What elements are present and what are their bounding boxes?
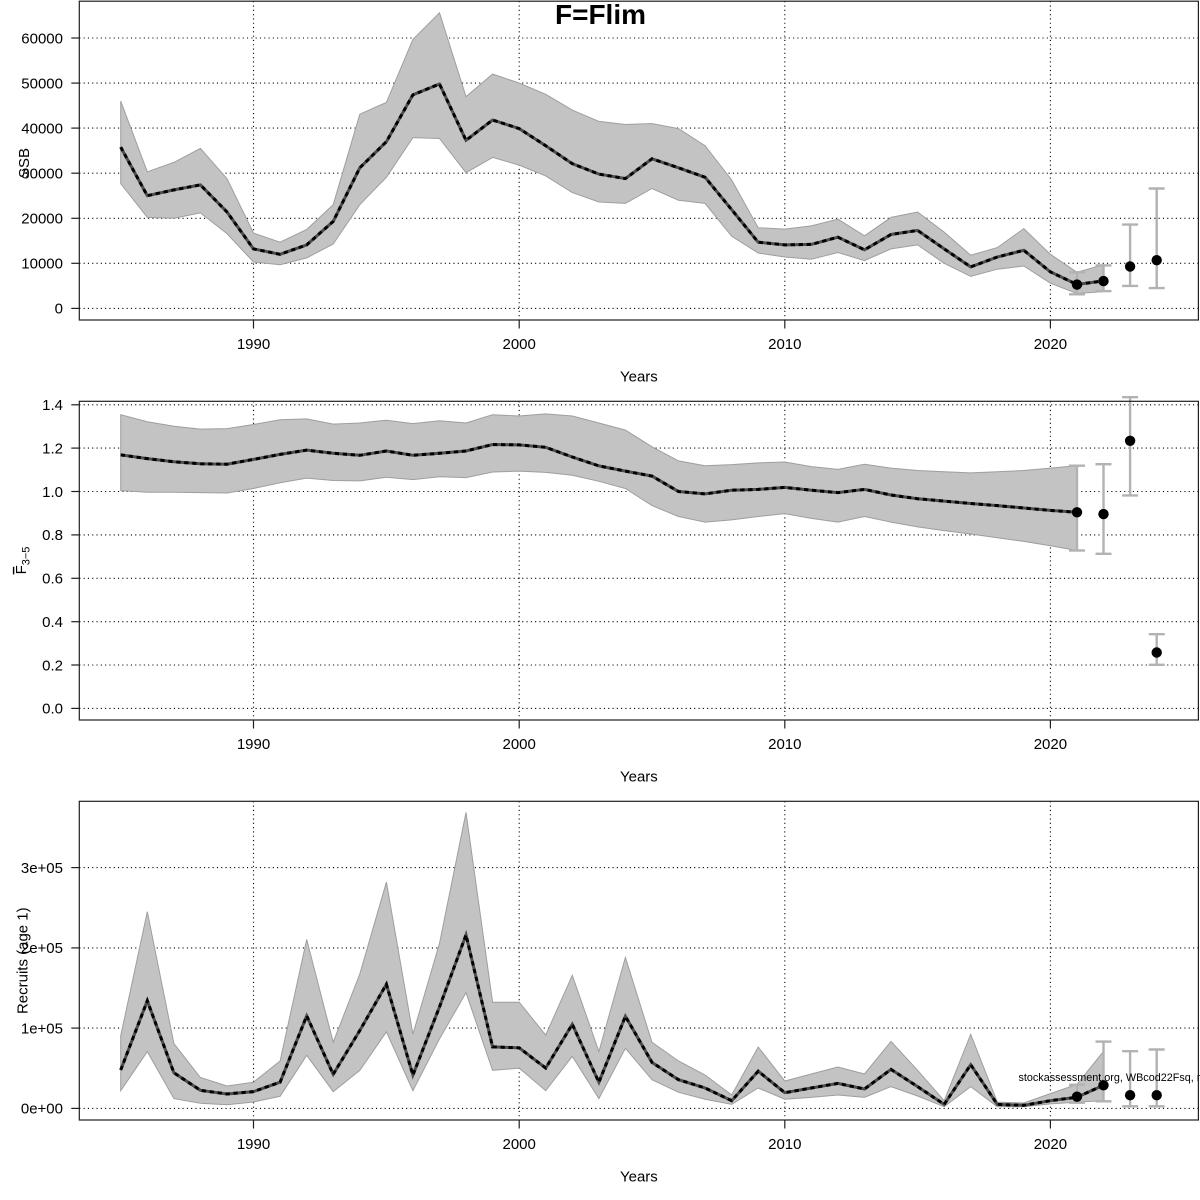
svg-text:2e+05: 2e+05 [21,940,63,957]
svg-text:SSB: SSB [16,148,33,178]
svg-text:2020: 2020 [1034,1136,1067,1153]
svg-text:30000: 30000 [21,166,63,183]
svg-text:2000: 2000 [503,736,536,753]
svg-text:1990: 1990 [237,1136,270,1153]
svg-text:stockassessment.org, WBcod22Fs: stockassessment.org, WBcod22Fsq, run [1019,1072,1200,1084]
svg-text:0.4: 0.4 [42,614,63,631]
svg-text:20000: 20000 [21,211,63,228]
svg-text:2020: 2020 [1034,736,1067,753]
svg-text:1e+05: 1e+05 [21,1020,63,1037]
svg-text:2000: 2000 [503,1136,536,1153]
svg-text:0.2: 0.2 [42,657,63,674]
svg-text:F=Flim: F=Flim [555,0,646,30]
svg-text:0e+00: 0e+00 [21,1101,63,1118]
svg-text:2000: 2000 [503,336,536,353]
svg-text:2010: 2010 [768,336,801,353]
svg-text:1.2: 1.2 [42,440,63,457]
svg-text:1.4: 1.4 [42,397,63,414]
svg-text:Years: Years [620,769,658,786]
svg-text:Recruits (age 1): Recruits (age 1) [15,907,32,1014]
svg-text:3e+05: 3e+05 [21,860,63,877]
svg-text:Years: Years [620,369,658,386]
svg-text:0.8: 0.8 [42,527,63,544]
svg-text:0.6: 0.6 [42,571,63,588]
svg-text:2020: 2020 [1034,336,1067,353]
svg-text:2010: 2010 [768,1136,801,1153]
svg-text:60000: 60000 [21,30,63,47]
svg-text:40000: 40000 [21,120,63,137]
svg-text:1990: 1990 [237,736,270,753]
svg-text:10000: 10000 [21,256,63,273]
svg-text:1990: 1990 [237,336,270,353]
svg-text:2010: 2010 [768,736,801,753]
svg-text:0: 0 [55,301,63,318]
svg-text:0.0: 0.0 [42,701,63,718]
svg-text:1.0: 1.0 [42,484,63,501]
svg-text:50000: 50000 [21,75,63,92]
svg-text:Years: Years [620,1169,658,1186]
